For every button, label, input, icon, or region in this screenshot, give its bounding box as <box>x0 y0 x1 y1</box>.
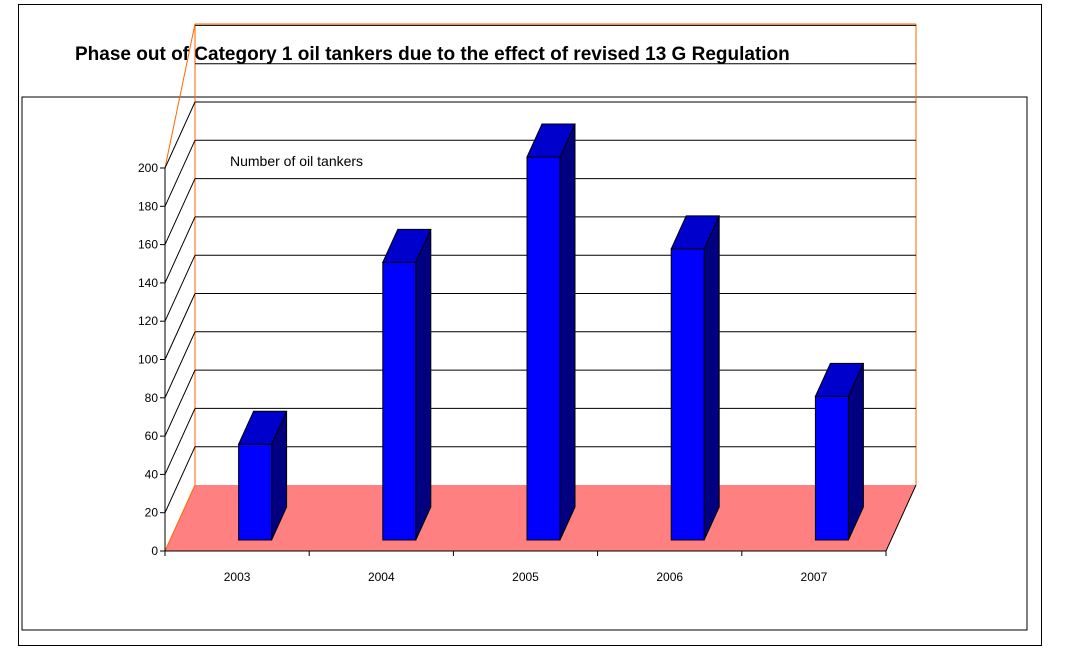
y-axis-annotation: Number of oil tankers <box>230 153 363 169</box>
gridline-diagonal <box>164 178 196 245</box>
bar-front-face <box>526 156 561 541</box>
bars <box>237 123 865 541</box>
side-wall-top-edge <box>164 23 196 169</box>
y-tick-label: 120 <box>138 314 158 328</box>
bar-side-face <box>703 215 720 541</box>
bar-side-face <box>559 123 576 541</box>
y-tick-label: 40 <box>145 467 159 481</box>
bar-front-face <box>382 261 417 541</box>
bar-2005 <box>526 123 576 541</box>
chart-frame: Phase out of Category 1 oil tankers due … <box>18 4 1042 646</box>
bar-front-face <box>670 248 705 541</box>
x-tick-label: 2005 <box>512 570 539 584</box>
bar-front-face <box>238 443 273 541</box>
bar-side-face <box>415 229 432 541</box>
y-tick-label: 180 <box>138 199 158 213</box>
bar-2006 <box>670 215 720 541</box>
y-tick-label: 80 <box>145 391 159 405</box>
x-tick-label: 2003 <box>224 570 251 584</box>
chart-title: Phase out of Category 1 oil tankers due … <box>75 44 790 65</box>
y-tick-label: 140 <box>138 276 158 290</box>
x-tick-label: 2007 <box>801 570 828 584</box>
y-tick-label: 0 <box>151 544 158 558</box>
gridline-diagonal <box>164 216 196 284</box>
gridline-diagonal <box>164 369 196 437</box>
y-tick-label: 200 <box>138 161 158 175</box>
y-tick-label: 20 <box>145 506 159 520</box>
gridline-diagonal <box>164 101 196 169</box>
y-tick-label: 160 <box>138 238 158 252</box>
x-tick-label: 2004 <box>368 570 395 584</box>
bar-2007 <box>814 362 865 541</box>
floor-left-edge <box>164 484 196 552</box>
floor-right-edge <box>885 484 917 552</box>
bar-front-face <box>814 395 849 541</box>
axes: 0 20 40 60 80 100 120 140 160 180 200 2003 2004 2005 2… <box>138 161 887 584</box>
gridline-diagonal <box>164 331 196 399</box>
x-tick-label: 2006 <box>656 570 683 584</box>
gridline-diagonal <box>164 140 196 207</box>
gridline-diagonal <box>164 446 196 513</box>
y-tick-label: 60 <box>145 429 159 443</box>
plot-area-border <box>21 96 1028 631</box>
chart-svg: Phase out of Category 1 oil tankers due … <box>21 23 1028 631</box>
bar-2003 <box>237 410 288 541</box>
bar-2004 <box>382 228 432 541</box>
gridline-diagonal <box>164 293 196 360</box>
y-tick-label: 100 <box>138 353 158 367</box>
gridline-diagonal <box>164 408 196 475</box>
gridline-diagonal <box>164 254 196 322</box>
